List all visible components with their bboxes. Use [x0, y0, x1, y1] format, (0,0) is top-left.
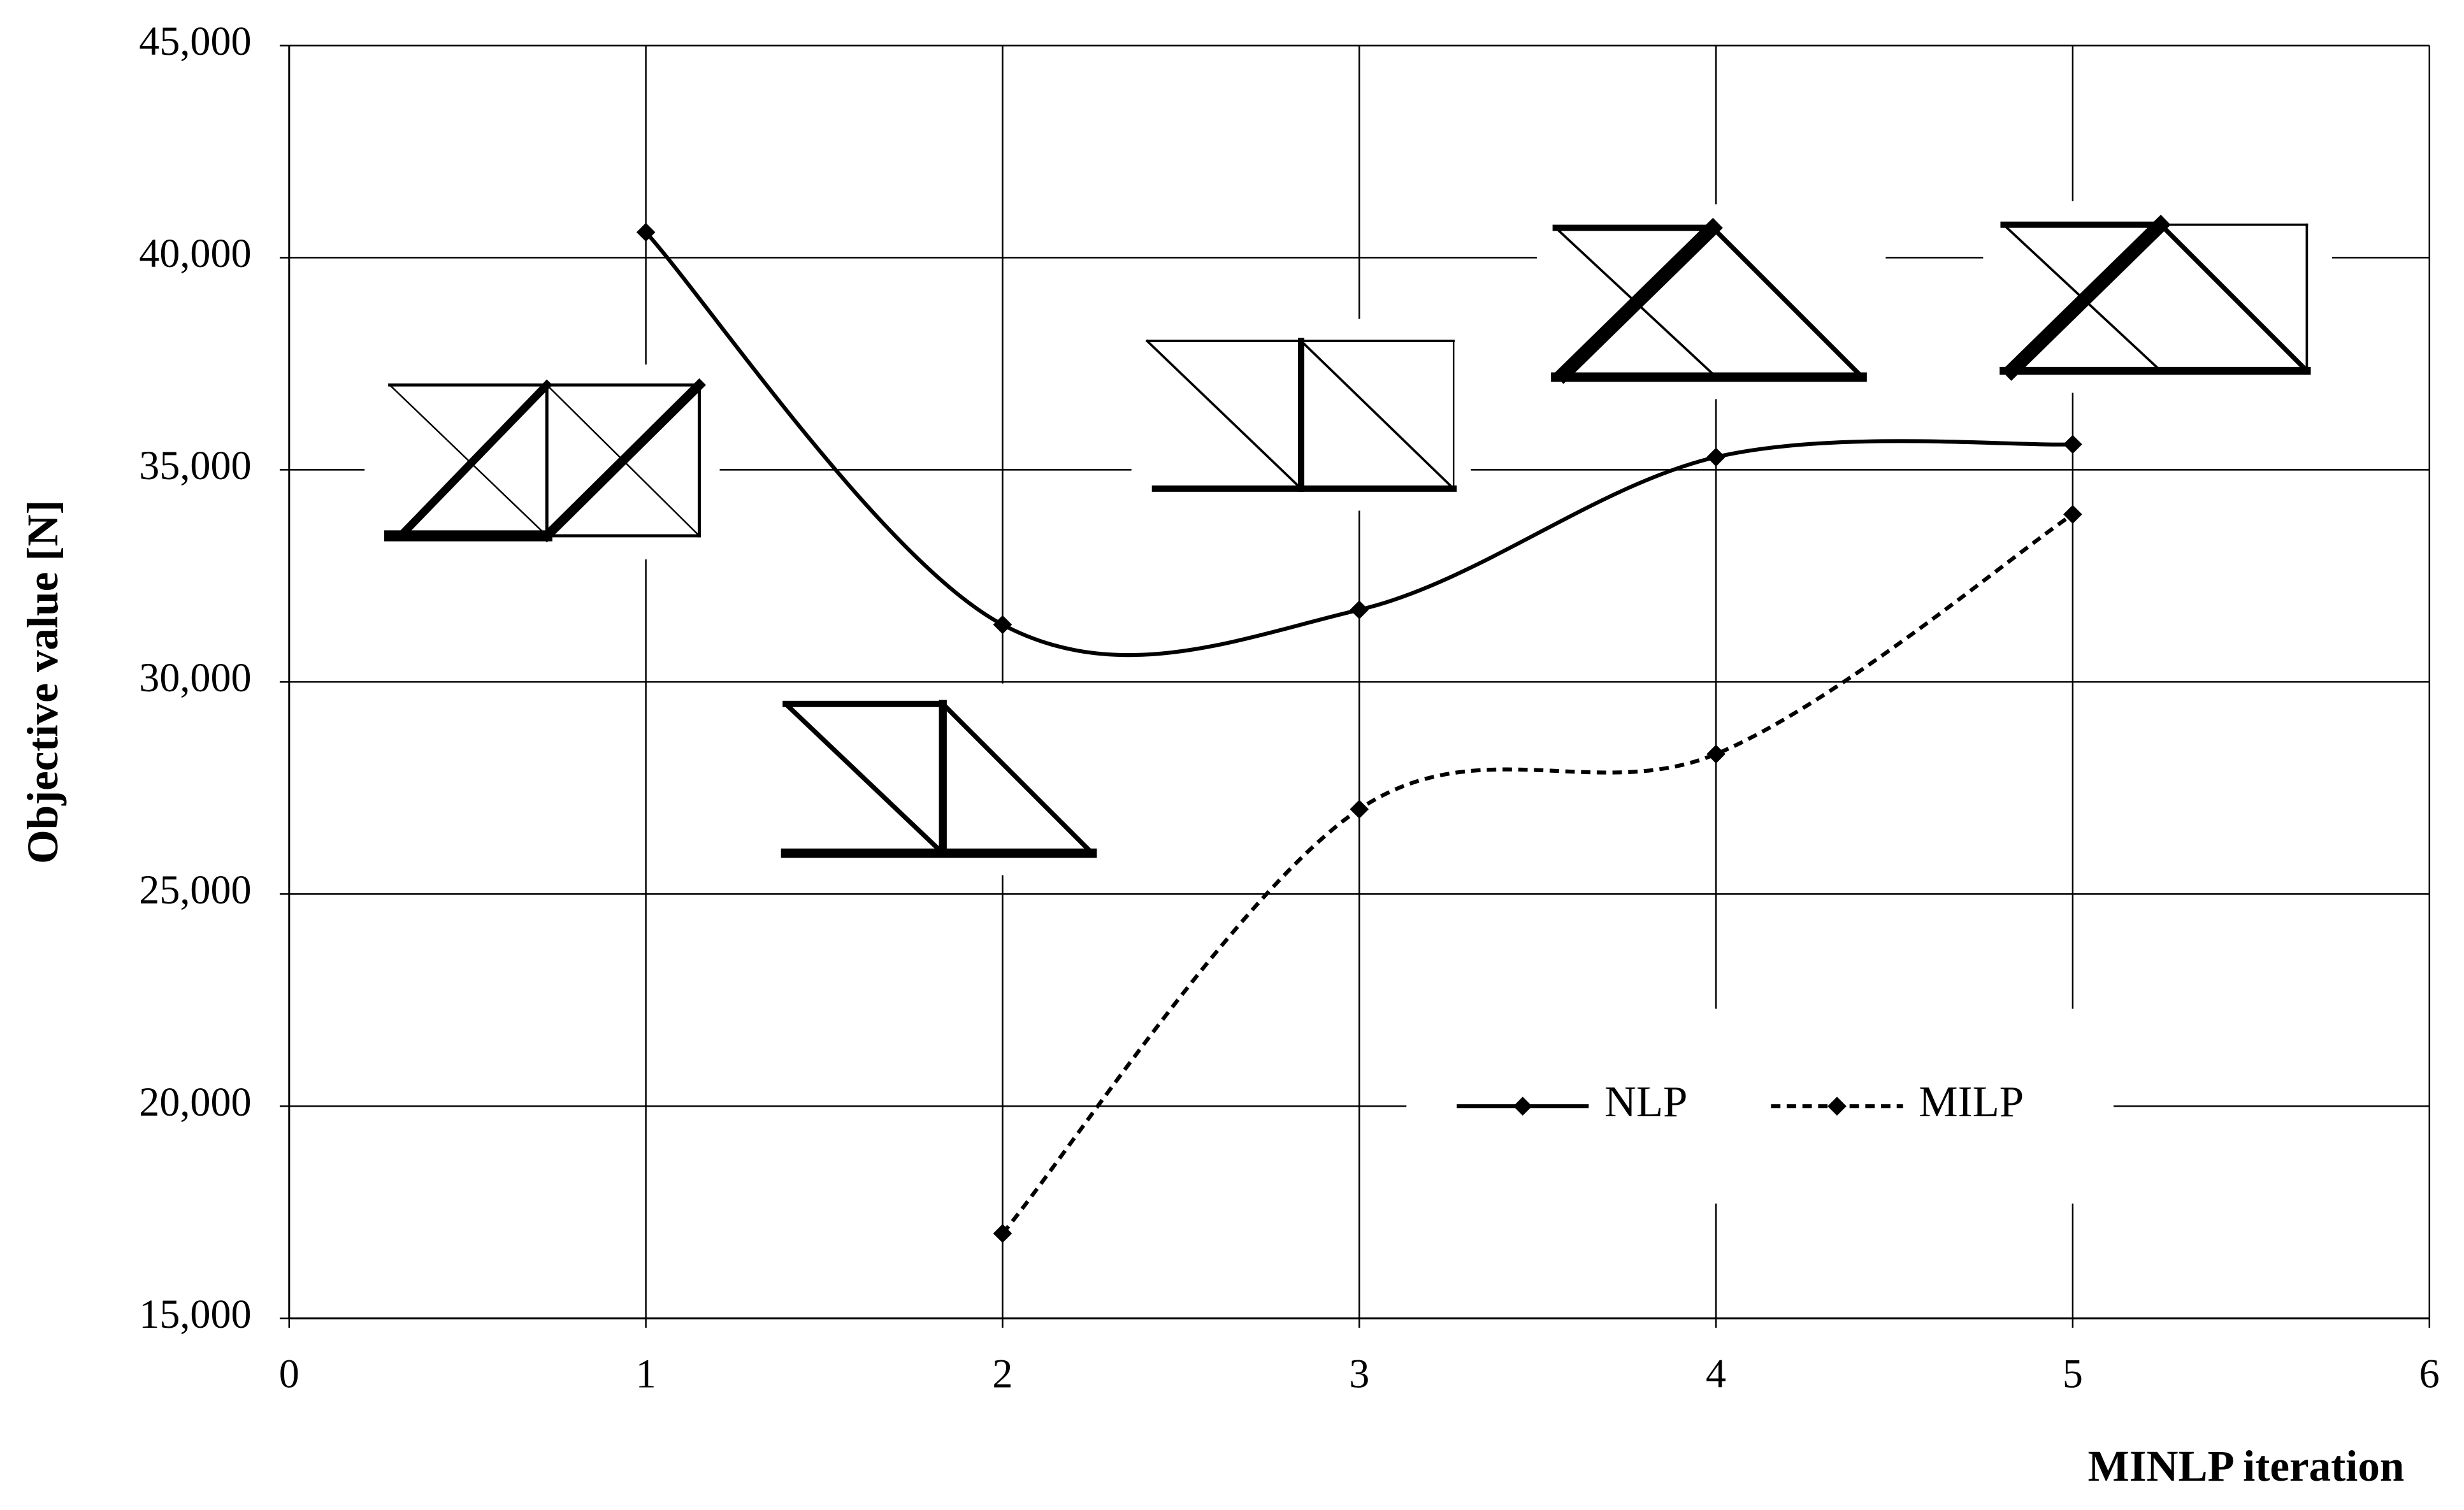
member	[1145, 339, 1303, 491]
x-axis-title: MINLP iteration	[2088, 1441, 2405, 1490]
member	[1299, 339, 1455, 491]
data-point	[1350, 800, 1369, 819]
x-tick-label: 3	[1349, 1351, 1369, 1397]
data	[636, 222, 2082, 1243]
y-axis-title: Objective value [N]	[18, 500, 67, 864]
x-tick-label: 4	[1706, 1351, 1726, 1397]
legend-label: NLP	[1604, 1077, 1687, 1126]
x-tick-label: 1	[636, 1351, 656, 1397]
x-tick-label: 0	[279, 1351, 299, 1397]
member	[395, 379, 552, 542]
member	[2001, 214, 2171, 381]
data-point	[1706, 447, 1726, 467]
data-point	[1706, 744, 1726, 764]
data-point	[2063, 505, 2082, 524]
member	[782, 700, 946, 857]
y-tick-label: 45,000	[139, 18, 251, 64]
member	[939, 700, 1096, 857]
legend-marker	[1513, 1097, 1532, 1116]
truss-4	[1536, 204, 1886, 399]
data-point	[993, 615, 1012, 635]
member	[1553, 226, 1715, 376]
series-line	[644, 231, 2073, 658]
x-tick-label: 6	[2419, 1351, 2440, 1397]
x-tick-label: 2	[992, 1351, 1012, 1397]
member	[2157, 221, 2310, 375]
member	[545, 384, 701, 537]
data-point	[1350, 600, 1369, 619]
truss-illustrations	[364, 201, 2332, 875]
legend: NLP MILP	[1406, 1009, 2114, 1204]
y-tick-label: 15,000	[139, 1291, 251, 1337]
truss-1	[364, 364, 720, 559]
legend-label: MILP	[1919, 1077, 2024, 1126]
member	[1709, 224, 1866, 381]
member	[2001, 223, 2163, 373]
truss-5	[1983, 201, 2332, 393]
truss-2	[762, 683, 1118, 875]
truss-3	[1131, 319, 1471, 511]
truss-background	[364, 364, 720, 559]
data-point	[993, 1224, 1012, 1243]
series-line	[1001, 512, 2074, 1235]
y-tick-label: 35,000	[139, 443, 251, 488]
data-point	[636, 222, 656, 242]
x-tick-label: 5	[2063, 1351, 2083, 1397]
y-tick-label: 25,000	[139, 867, 251, 912]
member	[1553, 217, 1723, 384]
data-point	[2063, 435, 2082, 454]
y-tick-label: 20,000	[139, 1079, 251, 1125]
y-tick-label: 40,000	[139, 231, 251, 276]
y-tick-label: 30,000	[139, 655, 251, 700]
member	[388, 384, 548, 537]
